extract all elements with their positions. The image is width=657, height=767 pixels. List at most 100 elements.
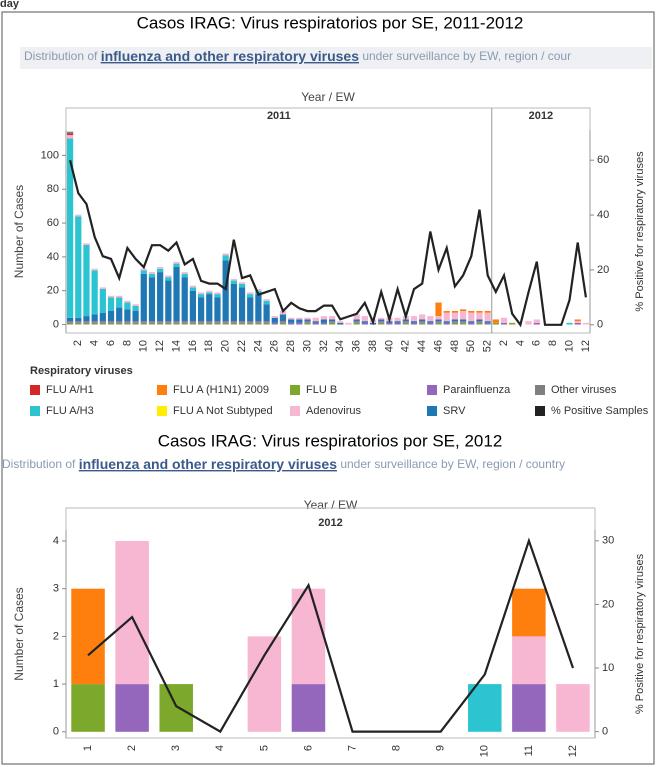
bar-segment: [197, 322, 205, 325]
line-series: [87, 537, 575, 734]
bar-segment: [296, 319, 303, 323]
y-tick-label: 2: [53, 630, 59, 642]
bar-segment: [83, 243, 90, 246]
bar-segment: [304, 322, 311, 325]
legend-swatch: [290, 385, 300, 395]
bar-segment: [157, 321, 164, 323]
bar-segment: [566, 322, 573, 325]
x-tick-label: 12: [154, 340, 166, 352]
bar-segment: [181, 272, 188, 274]
bar-segment: [410, 322, 418, 325]
bar-segment: [328, 322, 336, 325]
x-tick-label: 8: [547, 340, 559, 346]
bar-segment: [304, 317, 311, 320]
bar-segment: [312, 322, 319, 325]
bar-segment: [525, 321, 532, 325]
bar-segment: [148, 273, 156, 278]
bar-segment: [115, 684, 149, 732]
bar-segment: [165, 275, 172, 278]
bar-segment: [189, 321, 197, 323]
bar-segment: [320, 322, 328, 325]
bar-segment: [288, 317, 295, 320]
x-axis-title: Year / EW: [301, 90, 355, 104]
bar-segment: [468, 312, 475, 322]
bar-segment: [476, 322, 483, 325]
bar-segment: [394, 321, 401, 323]
x-tick-label: 8: [121, 340, 133, 346]
y2-axis-title: % Positive for respiratory viruses: [634, 553, 646, 714]
bar-segment: [222, 260, 229, 322]
legend-label: Other viruses: [551, 384, 617, 396]
bar-segment: [181, 277, 188, 322]
bar-segment: [75, 321, 82, 323]
legend-title: Respiratory viruses: [30, 365, 133, 377]
x-tick-label: 4: [89, 340, 101, 346]
bar-segment: [337, 321, 344, 323]
y2-tick-label: 0: [597, 319, 603, 331]
bar-segment: [263, 321, 270, 323]
bar-segment: [468, 322, 475, 325]
bar-segment: [574, 319, 581, 322]
bar-segment: [75, 317, 82, 322]
bar-segment: [476, 319, 483, 322]
bar-segment: [107, 311, 115, 322]
bar-segment: [255, 289, 262, 291]
bar-segment: [419, 322, 426, 325]
bar-segment: [197, 292, 205, 295]
bar-segment: [206, 290, 213, 293]
bar-segment: [197, 297, 205, 322]
bar-segment: [222, 322, 229, 325]
bar-segment: [304, 321, 311, 323]
x-tick-label: 12: [580, 340, 592, 352]
bar-segment: [320, 316, 328, 320]
bar-segment: [296, 322, 303, 325]
bar-segment: [279, 314, 287, 322]
bar-segment: [451, 321, 459, 323]
bar-segment: [378, 321, 385, 323]
y-tick-label: 60: [47, 217, 59, 229]
bar-segment: [107, 321, 115, 323]
bar-segment: [512, 684, 546, 732]
bar-segment: [435, 319, 442, 322]
legend-label: Adenovirus: [306, 405, 362, 417]
bar-segment: [165, 322, 172, 325]
bar-segment: [66, 135, 74, 139]
bar-segment: [71, 588, 105, 685]
header-fragment: day: [0, 0, 20, 10]
x-tick-label: 9: [435, 745, 447, 751]
bar-segment: [91, 321, 98, 323]
x-tick-label: 46: [432, 340, 444, 352]
bar-segment: [181, 322, 188, 325]
bar-segment: [107, 322, 115, 325]
bar-segment: [386, 322, 393, 325]
bar-segment: [91, 268, 98, 271]
bar-segment: [419, 314, 426, 320]
bar-segment: [500, 322, 508, 325]
bar-segment: [91, 270, 98, 315]
bar-segment: [206, 322, 213, 325]
bar-segment: [451, 311, 459, 313]
bar-segment: [159, 684, 193, 732]
bar-segment: [435, 316, 442, 320]
bar-segment: [173, 322, 180, 325]
bar-segment: [247, 297, 254, 322]
bar-segment: [165, 321, 172, 323]
bar-segment: [353, 322, 360, 325]
x-tick-label: 6: [105, 340, 117, 346]
subtitle-part: under surveillance by EW, region / cour: [359, 49, 571, 63]
bar-segment: [443, 321, 450, 323]
bar-segment: [492, 319, 499, 323]
bar-segment: [443, 312, 450, 322]
bar-segment: [214, 322, 221, 325]
y2-tick-label: 20: [602, 598, 614, 610]
bar-segment: [132, 322, 139, 325]
bar-segment: [107, 297, 115, 312]
bar-segment: [556, 684, 590, 732]
y-tick-label: 20: [47, 285, 59, 297]
subtitle-part: under surveillance by EW, region / count…: [337, 457, 565, 471]
subtitle-part: influenza and other respiratory viruses: [79, 456, 338, 472]
x-tick-label: 24: [252, 340, 264, 352]
bar-segment: [361, 316, 368, 322]
bar-segment: [148, 321, 156, 323]
bar-segment: [173, 263, 180, 268]
